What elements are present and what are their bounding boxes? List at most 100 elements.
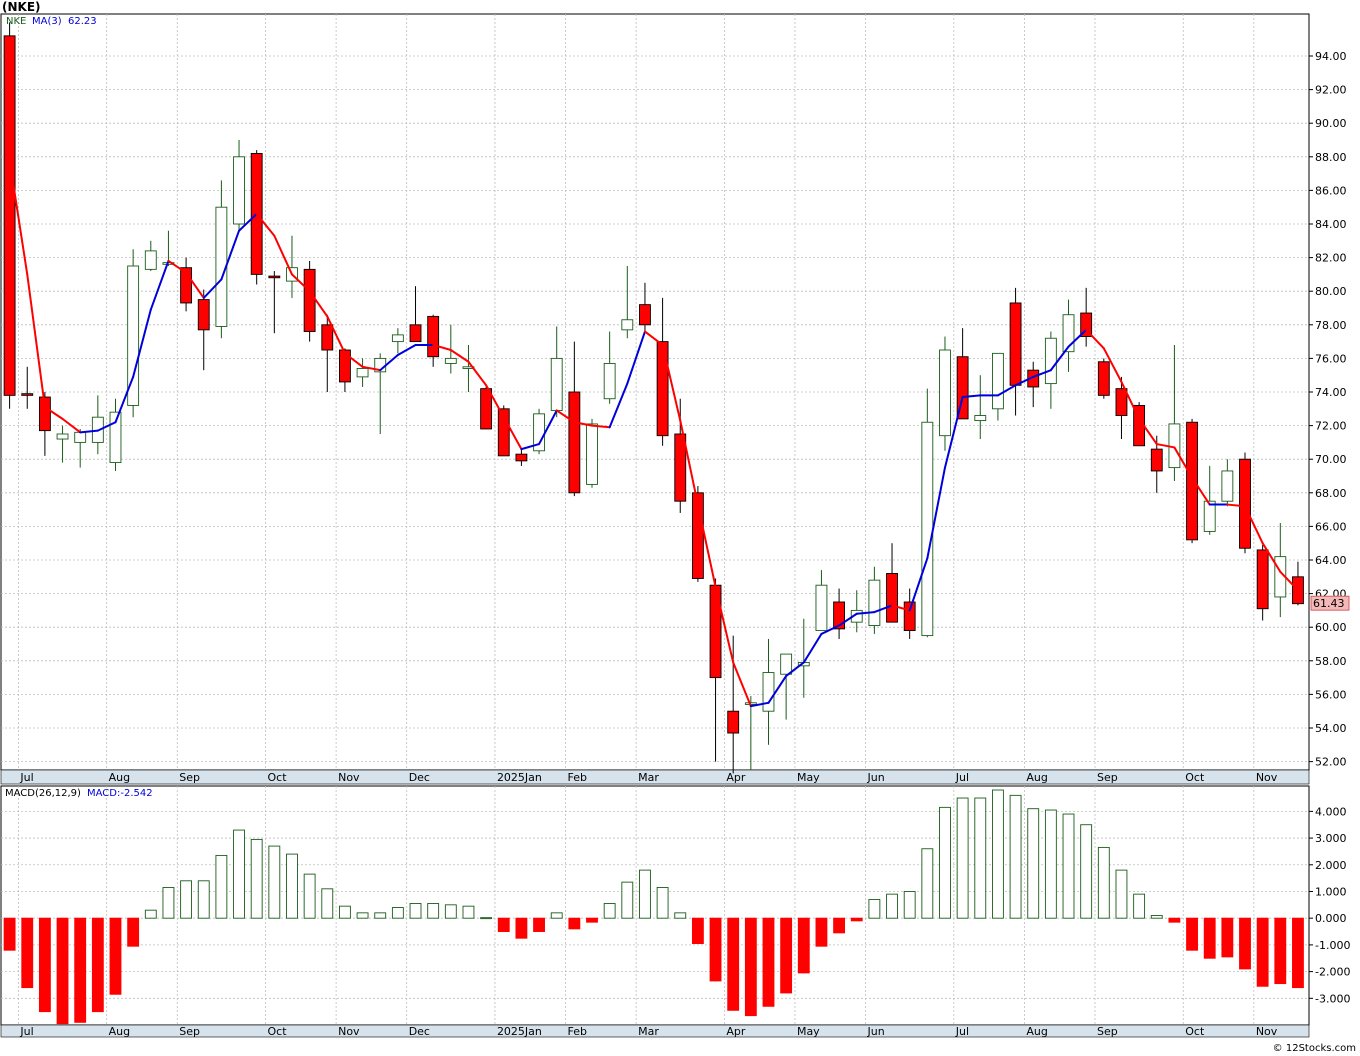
ma3-segment [308, 290, 329, 318]
ma3-segment [820, 624, 841, 635]
macd-bar [1062, 813, 1075, 919]
month-label: Oct [1185, 771, 1205, 784]
macd-panel-frame [0, 785, 1310, 1026]
macd-bar [250, 838, 263, 919]
ma3-segment [961, 394, 982, 399]
month-label: Aug [109, 771, 130, 784]
candle-body [38, 396, 51, 432]
candle-body [550, 357, 563, 411]
month-label: Jun [867, 1025, 885, 1038]
candle-body [303, 268, 316, 332]
candle-body [444, 357, 457, 364]
candle [56, 425, 69, 463]
macd-bar [268, 845, 281, 919]
y-tick-label: 74.00 [1315, 386, 1347, 399]
macd-bar [374, 912, 387, 919]
ma3-segment [1244, 505, 1264, 545]
ma3-segment [467, 360, 488, 387]
macd-bar [427, 903, 440, 919]
candle [1062, 299, 1075, 372]
candle [639, 282, 651, 332]
candle-body [1256, 549, 1269, 610]
candle [586, 418, 598, 488]
candle [427, 314, 440, 367]
month-label: Oct [268, 771, 288, 784]
candle-body [727, 710, 740, 734]
macd-bar [974, 797, 987, 919]
ma3-segment [714, 585, 735, 664]
macd-bar [480, 917, 493, 920]
y-tick-label: 86.00 [1315, 184, 1347, 197]
macd-bar [656, 887, 669, 919]
y-tick-label: 52.00 [1315, 756, 1347, 769]
macd-bar [1239, 917, 1251, 970]
candle [992, 352, 1004, 421]
ma3-segment [432, 343, 452, 351]
ma3-segment [1120, 380, 1141, 420]
ma3-segment [1226, 503, 1247, 508]
ma3-segment [873, 604, 894, 614]
ma3-segment [538, 409, 558, 446]
ma3-segment [149, 259, 170, 311]
candle-body [639, 304, 651, 326]
candle [391, 328, 404, 354]
ma3-segment [679, 419, 699, 506]
macd-bar [1292, 917, 1304, 989]
month-label: Jun [867, 771, 885, 784]
ma3-segment [1173, 446, 1194, 479]
candle-body [815, 584, 828, 632]
ma3-segment [1155, 443, 1176, 449]
ma3-segment [1085, 328, 1105, 350]
candle-body [497, 408, 510, 457]
y-tick-label: 4.000 [1315, 805, 1347, 818]
ma3-segment [1261, 542, 1282, 573]
macd-bar [38, 917, 51, 1013]
candle [1186, 418, 1198, 544]
candle-body [356, 368, 369, 378]
candle-body [391, 334, 404, 343]
macd-bar [939, 806, 951, 919]
candle-body [762, 672, 775, 712]
chart-title: (NKE) [2, 0, 41, 14]
y-tick-label: 88.00 [1315, 151, 1347, 164]
macd-bar [303, 873, 316, 919]
macd-bar [1186, 917, 1198, 951]
ma3-segment [26, 273, 46, 409]
macd-bar [921, 848, 934, 919]
month-label: Aug [109, 1025, 130, 1038]
month-label: Mar [638, 1025, 659, 1038]
candle [1256, 544, 1269, 621]
ma3-segment [326, 315, 346, 355]
candle-body [1115, 388, 1128, 416]
y-tick-label: 56.00 [1315, 688, 1347, 701]
macd-bar [533, 917, 545, 932]
candle-body [603, 362, 616, 400]
y-tick-label: 0.000 [1315, 912, 1347, 925]
macd-bar [1133, 893, 1146, 919]
macd-bar [992, 789, 1004, 919]
y-tick-label: 64.00 [1315, 554, 1347, 567]
ma3-segment [996, 384, 1017, 397]
candle-body [956, 356, 969, 420]
macd-bar [91, 917, 104, 1013]
macd-bar [127, 917, 140, 947]
y-tick-label: 80.00 [1315, 285, 1347, 298]
ma3-segment [1067, 328, 1088, 348]
macd-bar [1097, 846, 1110, 919]
ma3-segment [502, 416, 523, 451]
ma3-segment [220, 229, 241, 281]
month-label: Jul [19, 1025, 33, 1038]
ma3-segment [396, 343, 417, 357]
month-label: Sep [1097, 771, 1118, 784]
candle [815, 570, 828, 632]
macd-bar [709, 917, 722, 982]
candle [109, 398, 122, 471]
ma3-segment [43, 406, 64, 420]
candle-body [1080, 312, 1093, 338]
candle-body [1044, 337, 1057, 385]
ma3-segment [114, 375, 135, 424]
y-tick-label: 70.00 [1315, 453, 1347, 466]
macd-bar [109, 917, 122, 995]
ma3-segment [273, 234, 293, 276]
y-tick-label: 60.00 [1315, 621, 1347, 634]
